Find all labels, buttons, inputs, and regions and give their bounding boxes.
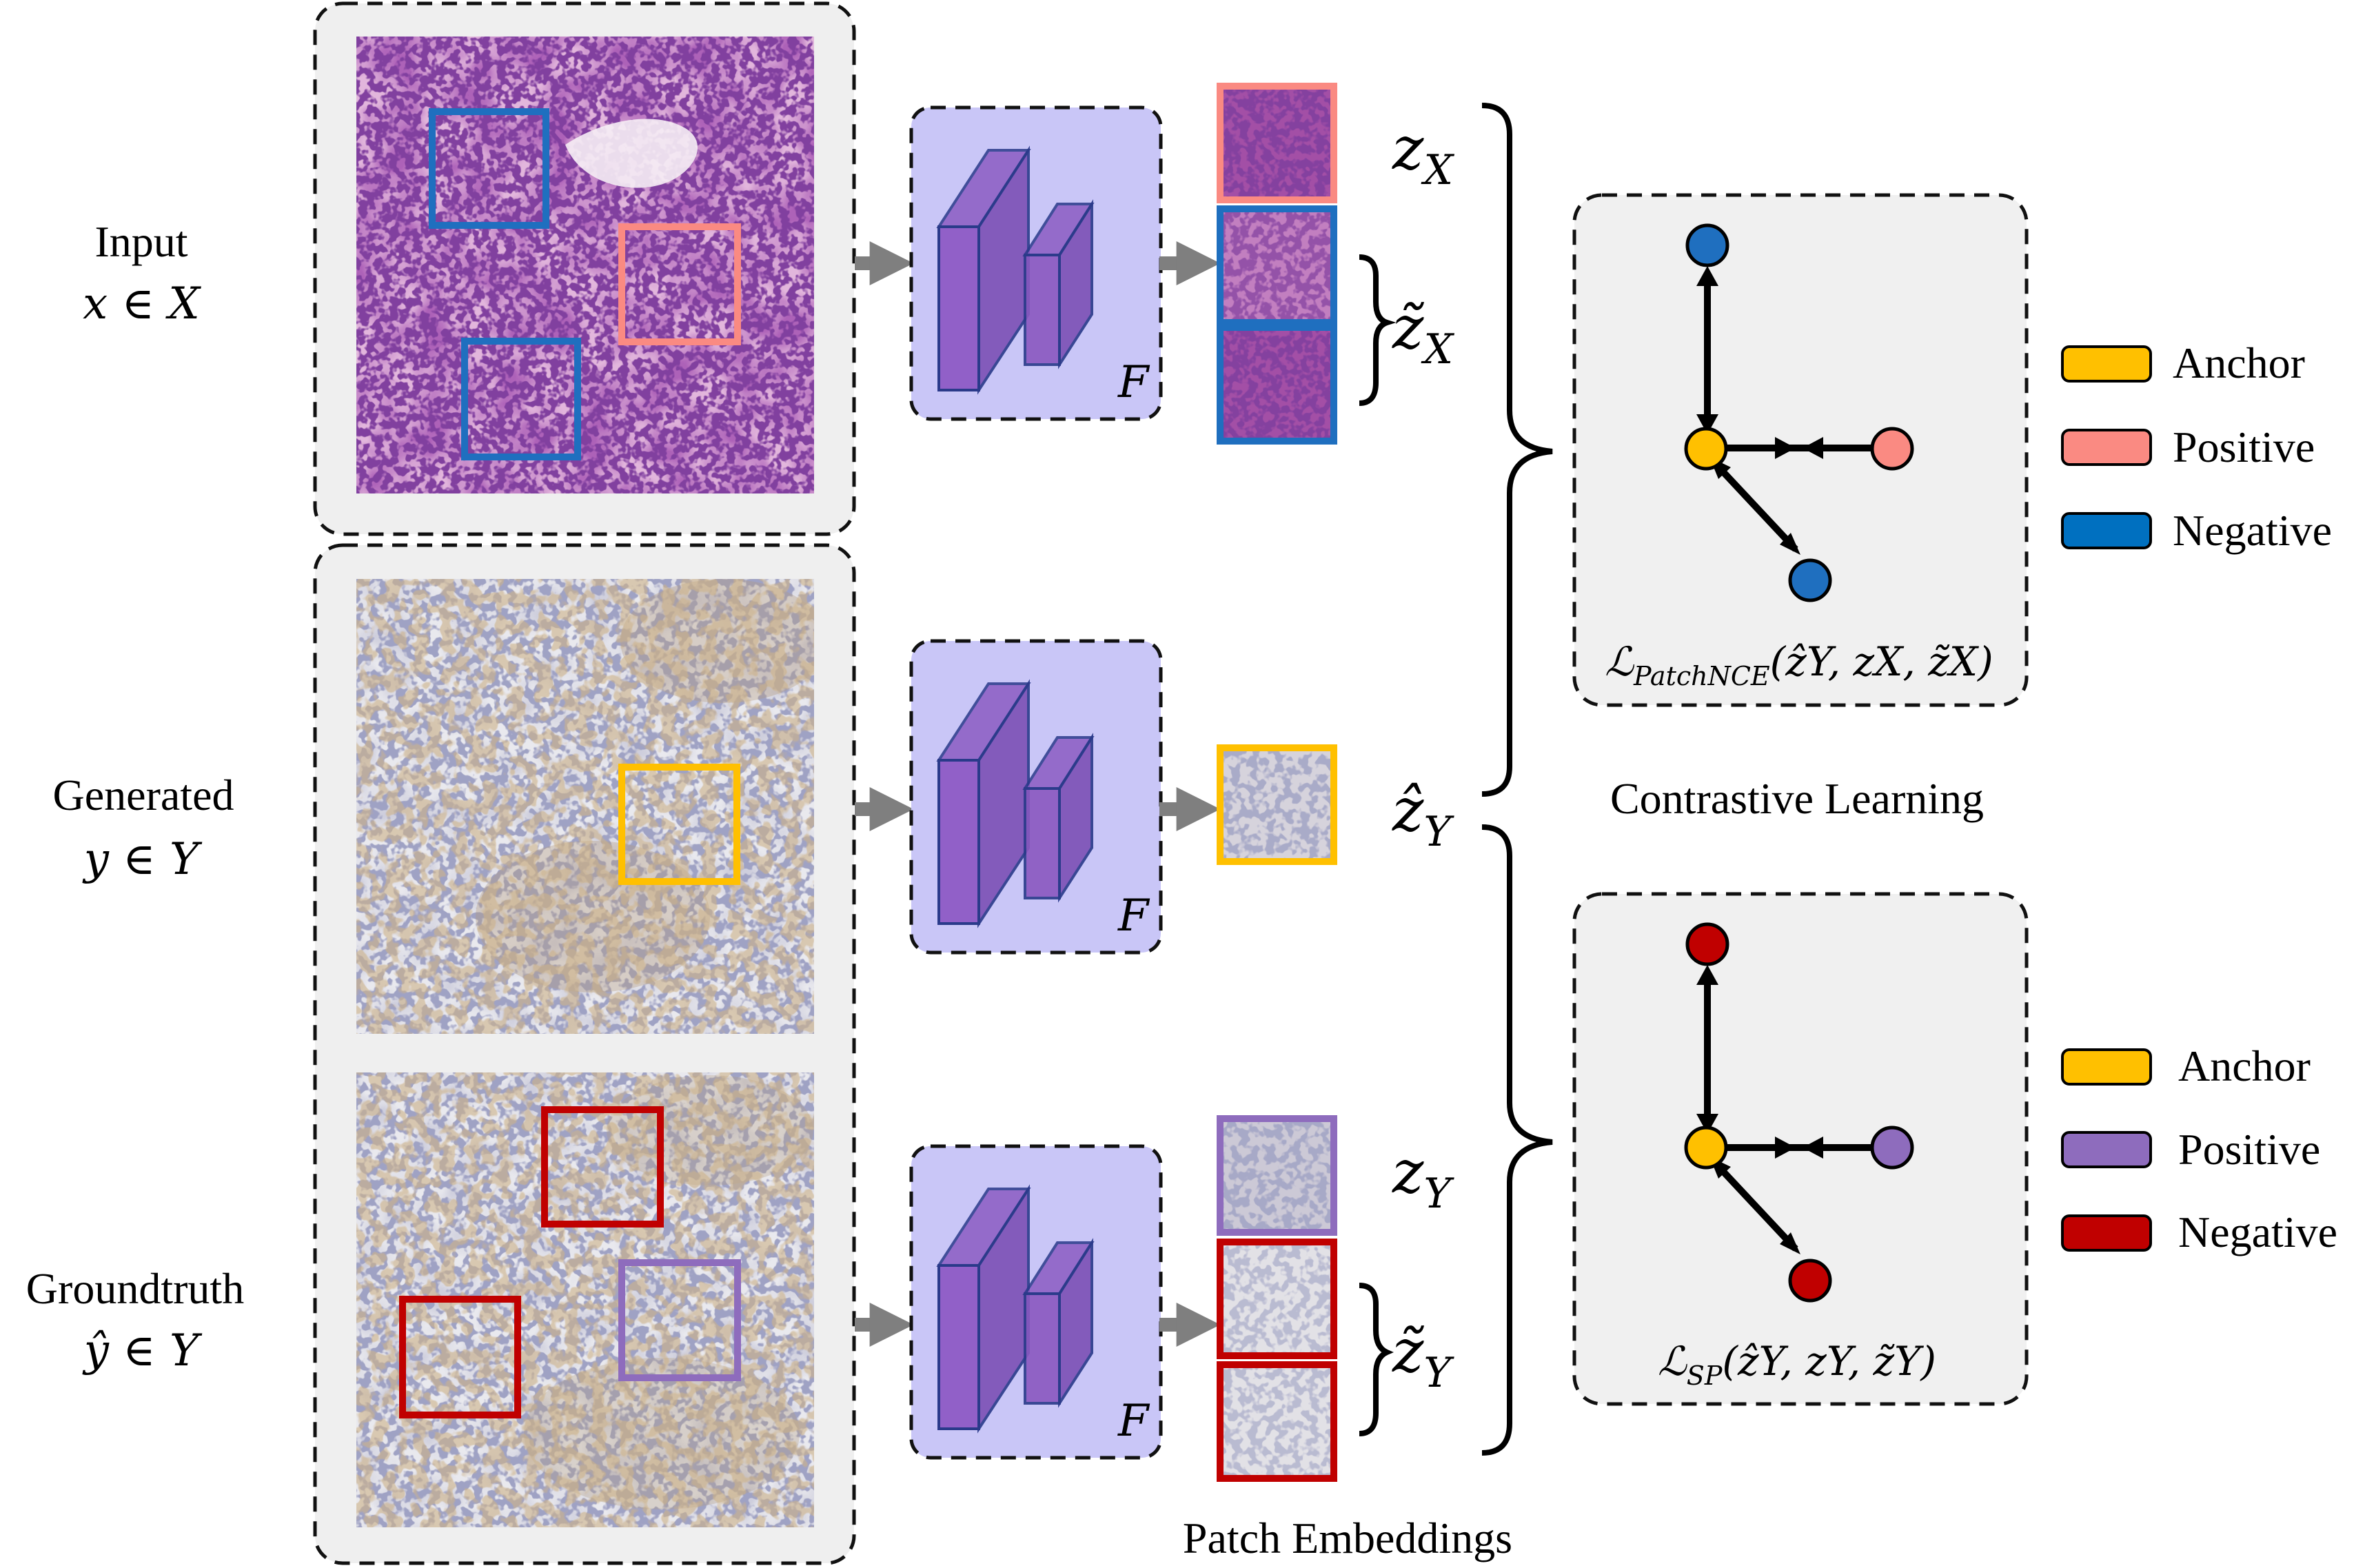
sp-loss-args: (ẑY, zY, z̃Y)	[1722, 1338, 1936, 1385]
encoder-cuboid-small	[1022, 199, 1095, 369]
groundtruth-negative-box-1	[541, 1106, 664, 1228]
patch-embeddings-caption: Patch Embeddings	[1183, 1514, 1512, 1562]
encoder-block-2: F	[909, 639, 1163, 955]
encoders: F F F	[909, 105, 1163, 1460]
sp-anchor-node	[1684, 1126, 1728, 1170]
braces	[1359, 103, 1553, 1456]
generated-anchor-box	[618, 764, 740, 885]
legend-top-negative-swatch	[2061, 512, 2152, 549]
legend-label-anchor: Anchor	[2178, 1041, 2311, 1090]
legend-top	[2061, 345, 2152, 549]
legend-label-negative: Negative	[2173, 506, 2332, 555]
generated-set: y ∈ Y	[82, 834, 203, 885]
legend-label-anchor: Anchor	[2173, 338, 2305, 387]
arrows-to-encoders	[855, 241, 914, 1347]
input-negative-box-1	[429, 108, 549, 229]
input-title: Input	[94, 217, 187, 266]
zyhat-label: ẑY	[1392, 776, 1454, 856]
zx-tilde-label: z̃X	[1392, 294, 1454, 374]
output-panel	[313, 543, 856, 1565]
arrows-to-patches	[1159, 241, 1221, 1347]
encoder-cuboid-large	[936, 1184, 1031, 1434]
encoder-cuboid-small	[1022, 1238, 1095, 1408]
patchnce-graph	[1684, 223, 1914, 602]
patchnce-negative-node-1	[1685, 223, 1729, 267]
encoder-label: F	[1117, 890, 1150, 941]
encoder-block-3: F	[909, 1144, 1163, 1460]
groundtruth-set: ŷ ∈ Y	[82, 1325, 203, 1376]
brace-bottom-group	[1481, 824, 1553, 1456]
legend-top-anchor-swatch	[2061, 345, 2152, 383]
sp-loss-label: ℒSP(ẑY, zY, z̃Y)	[1658, 1338, 1936, 1391]
legend-top-positive-swatch	[2061, 429, 2152, 466]
encoder-block-1: F	[909, 105, 1163, 421]
brace-top-group	[1481, 103, 1553, 797]
patchnce-loss-args: (ẑY, zX, z̃X)	[1770, 638, 1993, 685]
row-labels: Input x ∈ X Generated y ∈ Y Groundtruth …	[26, 217, 244, 1376]
legend-label-negative: Negative	[2178, 1208, 2337, 1256]
groundtruth-title: Groundtruth	[26, 1264, 244, 1313]
sp-negative-node-1	[1685, 922, 1729, 966]
zx-label: zX	[1392, 114, 1454, 194]
patchnce-positive-node	[1870, 427, 1914, 471]
input-he-image	[356, 37, 814, 493]
groundtruth-positive-box	[618, 1259, 741, 1381]
patch-embeddings	[1217, 83, 1337, 1482]
encoder-cuboid-large	[936, 679, 1031, 928]
generated-ihc-image	[356, 579, 814, 1034]
legend-bottom	[2061, 1048, 2152, 1252]
legend-label-positive: Positive	[2178, 1125, 2320, 1174]
zy-tilde-label: z̃Y	[1392, 1317, 1454, 1397]
sp-negative-node-2	[1788, 1259, 1832, 1303]
legend-top-labels: Anchor Positive Negative	[2173, 338, 2332, 555]
legend-bottom-negative-swatch	[2061, 1214, 2152, 1252]
legend-bottom-anchor-swatch	[2061, 1048, 2152, 1086]
sp-graph	[1684, 922, 1914, 1303]
input-positive-box	[618, 223, 741, 345]
groundtruth-negative-box-2	[399, 1296, 521, 1418]
patchnce-loss-label: ℒPatchNCE(ẑY, zX, z̃X)	[1605, 638, 1993, 691]
sp-panel	[1572, 892, 2029, 1406]
zy-label: zY	[1392, 1138, 1454, 1218]
input-set: x ∈ X	[83, 278, 201, 329]
brace-zx-tilde	[1359, 254, 1397, 406]
patchnce-negative-node-2	[1788, 558, 1832, 602]
encoder-cuboid-small	[1022, 733, 1095, 903]
encoder-cuboid-large	[936, 145, 1031, 395]
legend-bottom-labels: Anchor Positive Negative	[2178, 1041, 2337, 1256]
legend-bottom-positive-swatch	[2061, 1131, 2152, 1168]
encoder-label: F	[1117, 357, 1150, 408]
input-panel	[313, 1, 856, 536]
patchnce-panel	[1572, 193, 2029, 707]
generated-title: Generated	[53, 771, 234, 819]
legend-label-positive: Positive	[2173, 422, 2315, 471]
brace-zy-tilde	[1359, 1283, 1394, 1436]
input-negative-box-2	[461, 338, 581, 460]
embedding-labels: zX z̃X ẑY zY z̃Y	[1392, 114, 1454, 1397]
patchnce-anchor-node	[1684, 427, 1728, 471]
sp-positive-node	[1870, 1126, 1914, 1170]
contrastive-learning-caption: Contrastive Learning	[1610, 774, 1984, 823]
encoder-label: F	[1117, 1396, 1150, 1447]
